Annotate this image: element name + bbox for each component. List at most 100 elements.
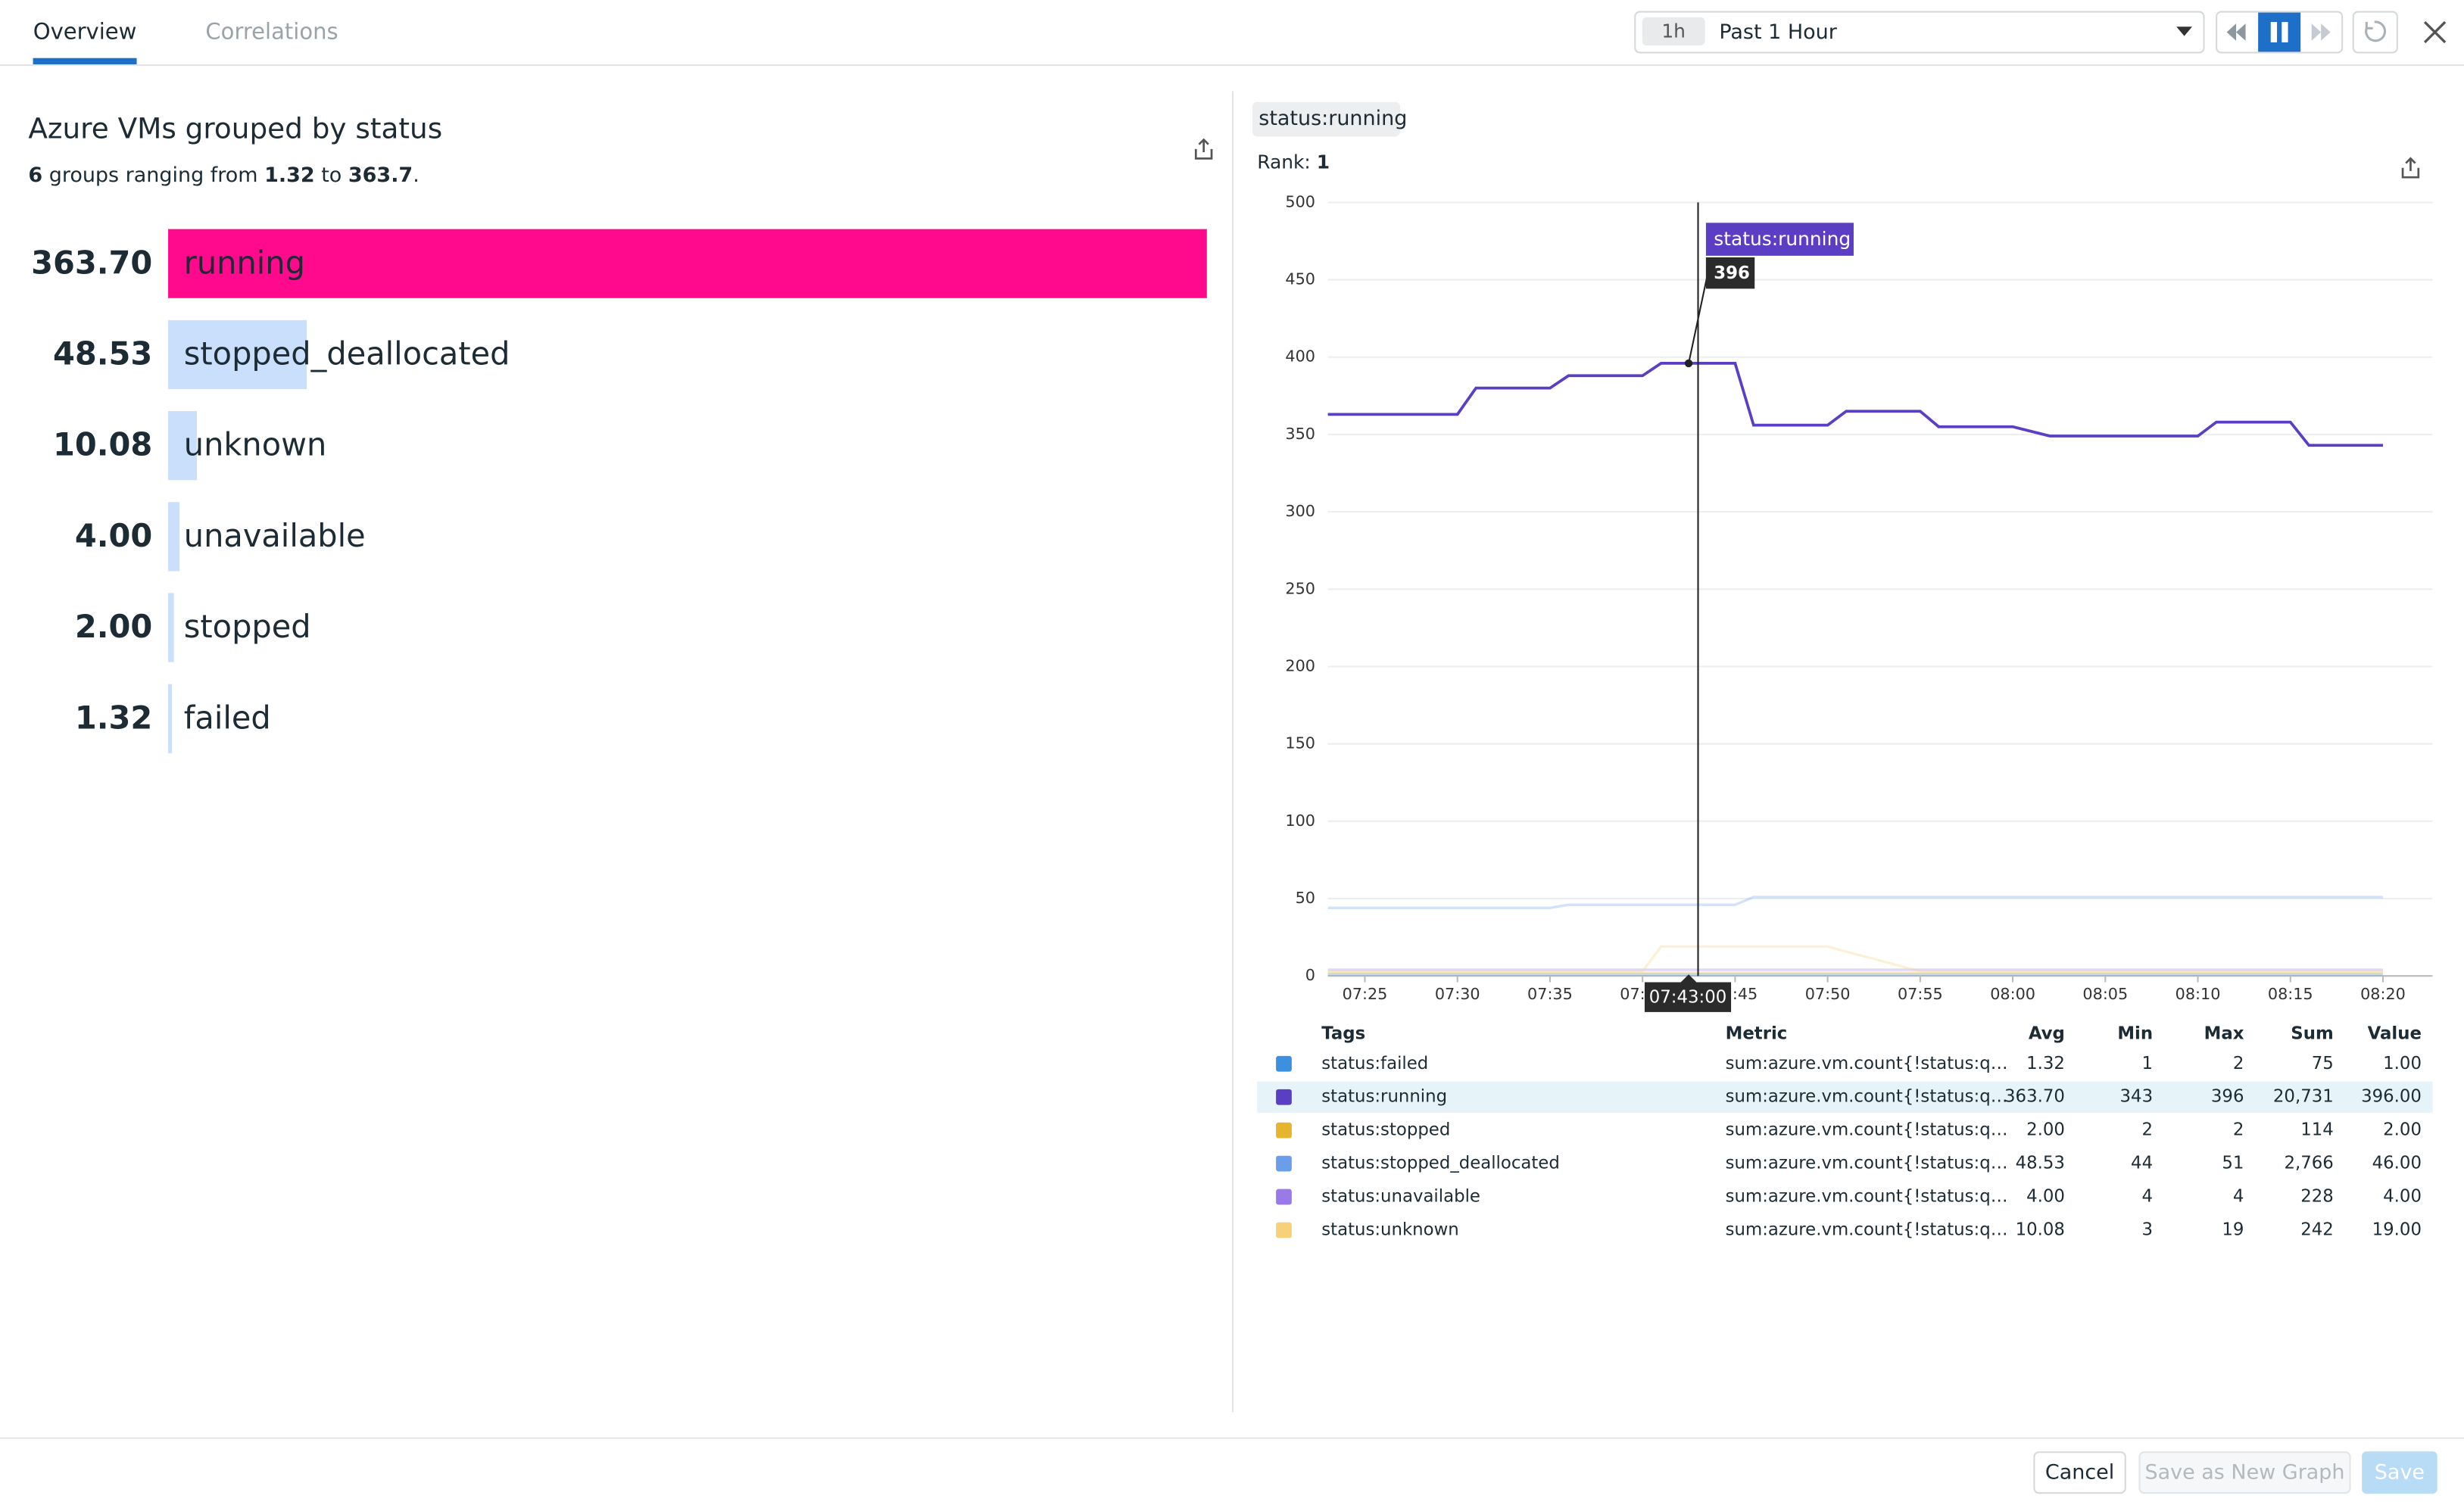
y-tick-label: 250 (1285, 579, 1315, 597)
table-cell: 2 (2233, 1120, 2244, 1140)
table-cell: 10.08 (2016, 1220, 2065, 1239)
x-tick-label: 07:55 (1898, 985, 1943, 1003)
save-new-button[interactable] (2138, 1451, 2351, 1494)
rank: Rank: 1 (1257, 151, 1330, 173)
hover-point (1684, 359, 1693, 368)
bar (168, 593, 174, 662)
tab-overview[interactable]: Overview (33, 19, 137, 45)
summary-text: to (315, 164, 348, 187)
tooltip-value-box (1705, 257, 1755, 289)
y-tick-label: 450 (1285, 270, 1315, 288)
table-cell: 20,731 (2273, 1087, 2334, 1107)
rank-label: Rank: (1257, 151, 1311, 173)
y-tick-label: 100 (1285, 812, 1315, 830)
summary-max: 363.7 (348, 164, 413, 187)
table-cell: 4.00 (2383, 1187, 2422, 1207)
y-tick-label: 500 (1285, 192, 1315, 210)
series-line (1327, 945, 2383, 973)
pause-button[interactable] (2258, 12, 2301, 52)
rewind-button[interactable] (2226, 23, 2246, 41)
bar-label: stopped (184, 609, 311, 645)
save-button[interactable] (2362, 1451, 2437, 1494)
table-tag: status:stopped (1321, 1120, 1450, 1140)
tooltip-time: 07:43:00 (1649, 988, 1726, 1008)
cancel-text: Cancel (2045, 1461, 2114, 1485)
table-header: Sum (2291, 1023, 2333, 1043)
bar (168, 684, 173, 753)
time-picker[interactable] (1634, 11, 2205, 54)
y-tick-label: 300 (1285, 502, 1315, 520)
table-cell: 228 (2300, 1187, 2334, 1207)
x-tick-label: 08:05 (2082, 985, 2128, 1003)
table-cell: sum:azure.vm.count{!status:q… (1726, 1120, 2008, 1140)
pause-icon (2282, 22, 2288, 42)
x-tick-label: 07:25 (1343, 985, 1388, 1003)
table-cell: 114 (2300, 1120, 2334, 1140)
table-cell: 4.00 (2026, 1187, 2065, 1207)
y-tick-label: 200 (1285, 656, 1315, 674)
bar-label: stopped_deallocated (184, 336, 510, 372)
cancel-button[interactable] (2033, 1451, 2126, 1494)
x-tick-label: 08:15 (2268, 985, 2313, 1003)
summary-count: 6 (28, 164, 42, 187)
export-icon[interactable] (2401, 157, 2420, 179)
refresh-button[interactable] (2352, 11, 2398, 54)
bar (168, 319, 307, 390)
table-cell: sum:azure.vm.count{!status:q… (1726, 1187, 2008, 1207)
tab-correlations[interactable]: Correlations (205, 19, 338, 45)
table-tag: status:stopped_deallocated (1321, 1154, 1560, 1173)
table-cell: 3 (2142, 1220, 2154, 1239)
table-tag: status:running (1321, 1087, 1447, 1107)
table-cell: sum:azure.vm.count{!status:q… (1726, 1220, 2008, 1239)
summary-text: groups ranging from (42, 164, 264, 187)
table-cell: sum:azure.vm.count{!status:q… (1726, 1154, 2008, 1173)
table-header: Value (2368, 1023, 2422, 1043)
export-icon[interactable] (1194, 138, 1213, 160)
table-header: Tags (1321, 1023, 1365, 1043)
bar-value: 48.53 (53, 336, 152, 372)
table-cell: 396 (2211, 1087, 2244, 1107)
table-tag: status:unavailable (1321, 1187, 1480, 1207)
close-button[interactable] (2423, 20, 2447, 44)
table-cell: sum:azure.vm.count{!status:q… (1726, 1087, 2008, 1107)
series-line (1327, 362, 2383, 447)
forward-button[interactable] (2311, 23, 2331, 41)
y-tick-label: 50 (1296, 889, 1315, 907)
y-tick-label: 150 (1285, 734, 1315, 752)
table-tag: status:failed (1321, 1054, 1428, 1073)
table-cell: 363.70 (2004, 1087, 2065, 1107)
time-short: 1h (1661, 20, 1686, 42)
legend-swatch (1276, 1122, 1292, 1139)
table-tag: status:unknown (1321, 1220, 1458, 1239)
legend-swatch (1276, 1189, 1292, 1205)
panel-title: Azure VMs grouped by status (28, 112, 442, 145)
table-cell: 19 (2222, 1220, 2244, 1239)
summary: 6 groups ranging from 1.32 to 363.7. (28, 164, 419, 187)
table-cell: 4 (2142, 1187, 2154, 1207)
table-cell: sum:azure.vm.count{!status:q… (1726, 1054, 2008, 1073)
table-header: Max (2204, 1023, 2244, 1043)
refresh-icon (2365, 20, 2387, 42)
save-new-text: Save as New Graph (2144, 1461, 2344, 1485)
y-tick-label: 400 (1285, 347, 1315, 366)
bar-value: 10.08 (53, 427, 152, 463)
table-cell: 51 (2222, 1154, 2244, 1173)
table-cell: 2.00 (2026, 1120, 2065, 1140)
table-cell: 44 (2131, 1154, 2153, 1173)
timeseries-chart: 0 50 100 150 200 250 300 350 400 450 500 07:25 07:30… (1285, 192, 2433, 1012)
table-header: Metric (1726, 1023, 1788, 1043)
bar-value: 2.00 (75, 609, 152, 645)
tooltip-series-box (1705, 223, 1854, 256)
bar-list: 363.70 running 48.53 stopped_deallocated 10.… (31, 229, 1207, 753)
row-highlight (1257, 1081, 2433, 1113)
y-tick-label: 0 (1305, 966, 1315, 984)
bar (168, 229, 1207, 298)
bar (168, 502, 180, 572)
x-tick-label: 07:30 (1435, 985, 1480, 1003)
summary-text: . (413, 164, 420, 187)
bar (168, 411, 198, 481)
dropdown-caret (2176, 26, 2192, 36)
table-cell: 4 (2233, 1187, 2244, 1207)
